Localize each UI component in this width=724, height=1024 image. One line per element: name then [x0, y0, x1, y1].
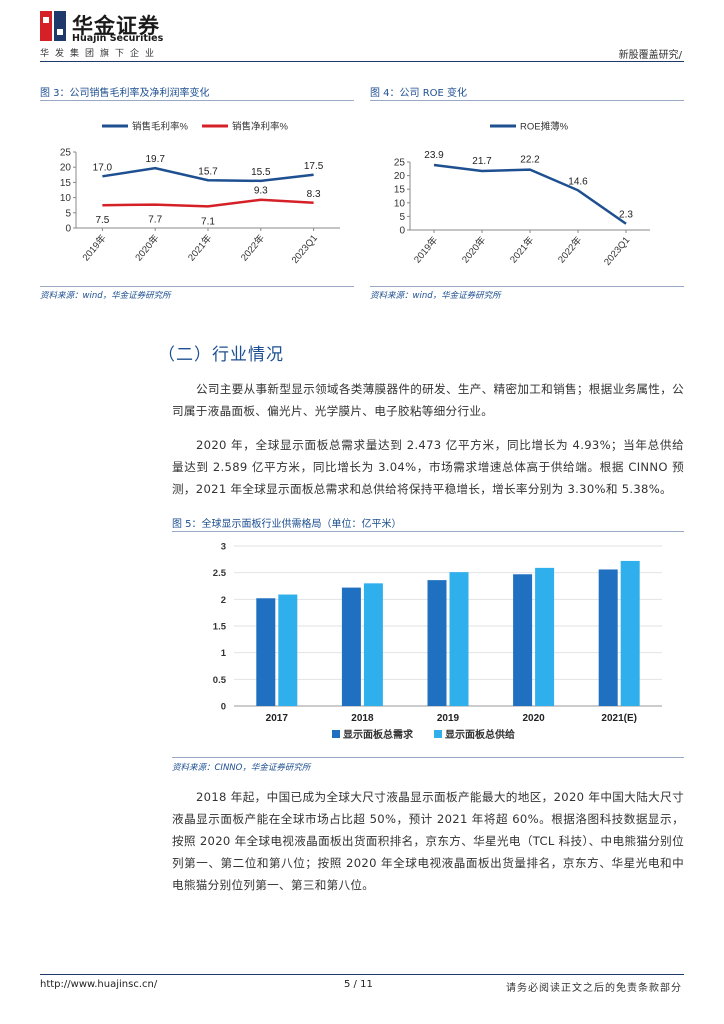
figure3-x-tick-label: 2021年 — [185, 232, 214, 264]
page-number: 5 / 11 — [344, 979, 373, 990]
figure5-legend-label: 显示面板总需求 — [343, 728, 414, 741]
footer-disclaimer: 请务必阅读正文之后的免责条款部分 — [506, 983, 682, 994]
figure3-data-label: 17.5 — [304, 161, 324, 172]
figure4-data-label: 21.7 — [472, 156, 492, 167]
figure3-legend-label: 销售净利率% — [232, 121, 289, 133]
figure4-y-tick-label: 0 — [399, 226, 405, 237]
figure5-caption-rule — [172, 531, 684, 532]
figure3-data-label: 9.3 — [254, 186, 268, 197]
figure5-bar — [363, 583, 383, 706]
figure4-chart: 0 5 10 15 20 25 2019年 2020年 2021年 2022年 2023Q1 ROE摊… — [394, 121, 650, 268]
figure3-y-tick-label: 25 — [60, 148, 72, 159]
figure4-caption: 图 4：公司 ROE 变化 — [370, 88, 468, 99]
report-type: 新股覆盖研究/ — [618, 50, 682, 61]
huajin-logo-icon — [40, 11, 66, 41]
paragraph-2: 2020 年，全球显示面板总需求量达到 2.473 亿平方米，同比增长为 4.9… — [172, 438, 684, 496]
brand-name-cn: 华金证券 — [72, 14, 160, 38]
footer-url-link[interactable]: http://www.huajinsc.cn/ — [40, 979, 158, 990]
figure3-data-label: 7.1 — [201, 216, 215, 227]
figure5-y-tick-label: 3 — [221, 542, 226, 553]
figure3-x-tick-label: 2022年 — [238, 232, 267, 264]
figure4-data-label: 22.2 — [520, 155, 540, 166]
paragraph-1: 公司主要从事新型显示领域各类薄膜器件的研发、生产、精密加工和销售；根据业务属性，… — [172, 382, 684, 418]
figure3-caption: 图 3：公司销售毛利率及净利润率变化 — [40, 88, 210, 99]
figure5-caption: 图 5：全球显示面板行业供需格局（单位：亿平米） — [172, 519, 402, 530]
section-title: （二）行业情况 — [158, 345, 284, 365]
figure5-x-tick-label: 2021(E) — [601, 713, 637, 724]
footer-rule — [40, 974, 684, 975]
figure4-caption-rule — [370, 100, 684, 101]
header-rule — [40, 61, 684, 62]
figure4-y-tick-label: 25 — [394, 158, 406, 169]
brand-tagline: 华发集团旗下企业 — [40, 49, 161, 59]
figure5-legend-swatch — [332, 730, 340, 738]
figure4-source: 资料来源：wind，华金证券研究所 — [370, 291, 501, 301]
figure3-y-tick-label: 10 — [60, 193, 72, 204]
figure4-data-label: 14.6 — [568, 176, 588, 187]
figure3-data-label: 7.7 — [148, 215, 162, 226]
figure3-series-line — [102, 198, 314, 208]
figure3-legend-label: 销售毛利率% — [132, 121, 189, 133]
figure3-series-line — [102, 166, 314, 183]
figure5-y-tick-label: 0 — [221, 702, 226, 713]
figure4-y-tick-label: 5 — [399, 212, 405, 223]
figure5-y-tick-label: 1.5 — [213, 622, 227, 633]
figure5-legend-label: 显示面板总供给 — [445, 728, 515, 741]
figure5-bar — [535, 567, 555, 706]
figure5-y-tick-label: 0.5 — [213, 675, 227, 686]
figure3-chart: 0 5 10 15 20 25 2019年 2020年 2021年 2022年 2023Q1 销售毛利… — [60, 121, 340, 266]
figure3-data-label: 8.3 — [307, 189, 321, 200]
figure3-y-tick-label: 15 — [60, 178, 72, 189]
figure4-data-label: 23.9 — [424, 150, 444, 161]
figure4-x-tick-label: 2020年 — [459, 234, 488, 266]
figure4-y-tick-label: 15 — [394, 185, 406, 196]
figure5-y-tick-label: 2 — [221, 595, 226, 606]
figure3-source: 资料来源：wind，华金证券研究所 — [40, 291, 171, 301]
figure5-bar — [620, 560, 640, 706]
figure5-bar — [598, 569, 618, 706]
figure4-bottom-rule — [370, 286, 684, 287]
brand-name-en: Huajin Securities — [72, 33, 164, 44]
figure5-bottom-rule — [172, 757, 684, 758]
figure3-caption-rule — [40, 100, 354, 101]
figure4-series-line — [433, 163, 627, 225]
figure3-y-tick-label: 5 — [65, 208, 71, 219]
figure4-legend-label: ROE摊薄% — [520, 121, 569, 133]
figure5-x-tick-label: 2017 — [266, 713, 289, 724]
figure5-x-tick-label: 2020 — [522, 713, 545, 724]
figure3-data-label: 19.7 — [145, 154, 165, 165]
figure5-x-tick-label: 2018 — [351, 713, 374, 724]
figure3-data-label: 15.7 — [198, 166, 218, 177]
figure3-y-tick-label: 0 — [65, 224, 71, 235]
figure4-data-label: 2.3 — [619, 210, 633, 221]
figure5-bar — [256, 598, 276, 706]
figure4-x-tick-label: 2022年 — [555, 234, 584, 266]
figure3-x-tick-label: 2020年 — [133, 232, 162, 264]
figure5-bar — [278, 594, 298, 706]
figure5-x-tick-label: 2019 — [437, 713, 460, 724]
figure5-legend-swatch — [434, 730, 442, 738]
figure5-source: 资料来源：CINNO，华金证券研究所 — [172, 763, 311, 773]
figure4-y-tick-label: 10 — [394, 198, 406, 209]
figure3-y-tick-label: 20 — [60, 163, 72, 174]
figure3-bottom-rule — [40, 286, 354, 287]
figure4-x-tick-label: 2021年 — [507, 234, 536, 266]
figure4-x-tick-label: 2023Q1 — [602, 235, 632, 268]
figure5-chart: 0 0.5 1 1.5 2 2.5 3 2017 2018 2019 2020 2021(E) 显示面板… — [213, 542, 662, 741]
figure4-y-tick-label: 20 — [394, 171, 406, 182]
figure3-x-tick-label: 2023Q1 — [290, 233, 320, 266]
paragraph-3: 2018 年起，中国已成为全球大尺寸液晶显示面板产能最大的地区，2020 年中国… — [172, 790, 684, 892]
figure3-data-label: 17.0 — [93, 162, 113, 173]
figure3-data-label: 7.5 — [95, 215, 109, 226]
figure3-data-label: 15.5 — [251, 167, 271, 178]
figure3-x-tick-label: 2019年 — [80, 232, 109, 264]
figure5-bar — [341, 587, 361, 706]
figure5-y-tick-label: 2.5 — [213, 568, 227, 579]
figure5-bar — [427, 580, 447, 706]
figure5-bar — [449, 572, 469, 706]
figure5-bar — [513, 574, 533, 706]
figure5-y-tick-label: 1 — [221, 648, 227, 659]
figure4-x-tick-label: 2019年 — [411, 234, 440, 266]
